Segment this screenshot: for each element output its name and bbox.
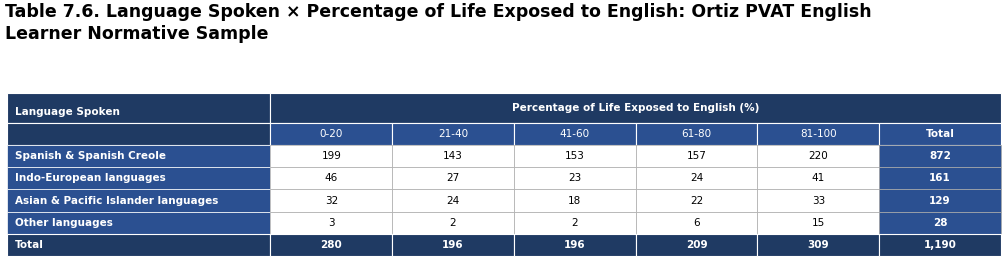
Text: 196: 196 bbox=[564, 240, 586, 250]
Text: 872: 872 bbox=[929, 151, 952, 161]
Text: 15: 15 bbox=[811, 218, 825, 228]
Text: 309: 309 bbox=[807, 240, 830, 250]
Text: 23: 23 bbox=[569, 173, 582, 183]
Text: 153: 153 bbox=[564, 151, 585, 161]
Text: 6: 6 bbox=[694, 218, 700, 228]
Text: 61-80: 61-80 bbox=[681, 129, 712, 139]
Text: Table 7.6. Language Spoken × Percentage of Life Exposed to English: Ortiz PVAT E: Table 7.6. Language Spoken × Percentage … bbox=[5, 3, 872, 43]
Text: 196: 196 bbox=[443, 240, 464, 250]
Text: 27: 27 bbox=[447, 173, 460, 183]
Text: 46: 46 bbox=[325, 173, 338, 183]
Text: 41-60: 41-60 bbox=[559, 129, 590, 139]
Text: 18: 18 bbox=[569, 195, 582, 205]
Text: 280: 280 bbox=[321, 240, 342, 250]
Text: Other languages: Other languages bbox=[15, 218, 113, 228]
Text: 41: 41 bbox=[811, 173, 825, 183]
Text: 24: 24 bbox=[447, 195, 460, 205]
Text: 1,190: 1,190 bbox=[923, 240, 957, 250]
Text: 22: 22 bbox=[689, 195, 704, 205]
Text: 157: 157 bbox=[686, 151, 707, 161]
Text: 209: 209 bbox=[685, 240, 708, 250]
Text: 199: 199 bbox=[322, 151, 342, 161]
Text: 28: 28 bbox=[932, 218, 948, 228]
Text: Percentage of Life Exposed to English (%): Percentage of Life Exposed to English (%… bbox=[512, 103, 759, 113]
Text: 21-40: 21-40 bbox=[438, 129, 468, 139]
Text: Spanish & Spanish Creole: Spanish & Spanish Creole bbox=[15, 151, 166, 161]
Text: Total: Total bbox=[925, 129, 955, 139]
Text: 0-20: 0-20 bbox=[320, 129, 343, 139]
Text: 2: 2 bbox=[572, 218, 579, 228]
Text: 24: 24 bbox=[689, 173, 704, 183]
Text: 81-100: 81-100 bbox=[800, 129, 837, 139]
Text: 33: 33 bbox=[811, 195, 825, 205]
Text: 161: 161 bbox=[929, 173, 951, 183]
Text: 129: 129 bbox=[929, 195, 951, 205]
Text: Indo-European languages: Indo-European languages bbox=[15, 173, 165, 183]
Text: Total: Total bbox=[15, 240, 44, 250]
Text: 3: 3 bbox=[328, 218, 335, 228]
Text: 220: 220 bbox=[808, 151, 829, 161]
Text: Language Spoken: Language Spoken bbox=[15, 107, 120, 117]
Text: 2: 2 bbox=[450, 218, 457, 228]
Text: Asian & Pacific Islander languages: Asian & Pacific Islander languages bbox=[15, 195, 219, 205]
Text: 143: 143 bbox=[444, 151, 463, 161]
Text: 32: 32 bbox=[325, 195, 338, 205]
